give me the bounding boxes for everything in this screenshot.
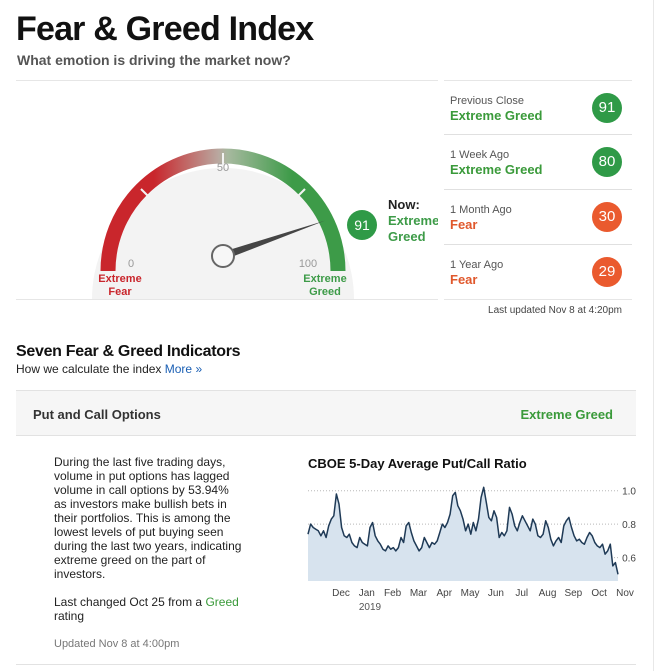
gauge-now-label: Now: (388, 197, 420, 212)
chart-x-tick-label: Dec (332, 588, 350, 599)
chart-x-tick-label: Nov (616, 588, 634, 599)
history-row-previous-close: Previous Close Extreme Greed 91 (444, 80, 632, 135)
chart-x-tick-label: Aug (539, 588, 557, 599)
indicator-rating: Extreme Greed (520, 407, 614, 422)
history-value-badge: 30 (592, 202, 622, 232)
chart-area-fill (308, 487, 618, 581)
fear-greed-gauge: 0 50 100 Extreme Fear Extreme Greed 91 N… (92, 148, 438, 299)
more-link[interactable]: More » (164, 362, 203, 376)
page-right-border (653, 0, 654, 671)
chart-y-tick-label: 1.0 (622, 487, 636, 498)
chart-y-tick-label: 0.8 (622, 520, 636, 531)
indicator-updated: Updated Nov 8 at 4:00pm (54, 638, 180, 650)
history-panel: Previous Close Extreme Greed 91 1 Week A… (444, 80, 632, 300)
last-updated-timestamp: Last updated Nov 8 at 4:20pm (488, 305, 622, 316)
gauge-background (92, 168, 354, 299)
gauge-now-rating-line1: Extreme (388, 213, 438, 228)
indicators-section-title: Seven Fear & Greed Indicators (16, 343, 241, 360)
chart-x-tick-label: Jun (488, 588, 504, 599)
history-rating: Extreme Greed (450, 162, 543, 177)
gauge-panel: 0 50 100 Extreme Fear Extreme Greed 91 N… (16, 80, 438, 300)
page-title: Fear & Greed Index (16, 10, 314, 48)
indicators-subtitle-text: How we calculate the index (16, 362, 162, 376)
gauge-value-badge (347, 210, 377, 240)
put-call-ratio-chart: 1.0 0.8 0.6 Dec Jan Feb Mar Apr May Jun Jul Aug Sep… (307, 484, 636, 613)
history-label: 1 Week Ago (450, 149, 510, 161)
gauge-fear-label-line1: Extreme (98, 273, 141, 285)
chart-x-tick-label: Apr (436, 588, 452, 599)
history-rating: Extreme Greed (450, 108, 543, 123)
indicator-last-changed: Last changed Oct 25 from a Greed rating (54, 595, 254, 623)
history-value-badge: 91 (592, 93, 622, 123)
gauge-tick-50: 50 (217, 162, 229, 174)
section-divider (16, 664, 636, 665)
indicator-description: During the last five trading days, volum… (54, 455, 242, 581)
history-rating: Fear (450, 272, 478, 287)
chart-year-label: 2019 (359, 602, 382, 613)
gauge-greed-label-line2: Greed (309, 286, 341, 298)
history-row-1-month-ago: 1 Month Ago Fear 30 (444, 190, 632, 245)
chart-title: CBOE 5-Day Average Put/Call Ratio (308, 456, 527, 471)
gauge-tick-0: 0 (128, 258, 134, 270)
chart-x-tick-label: Oct (591, 588, 607, 599)
chart-x-tick-label: Mar (410, 588, 428, 599)
chart-x-tick-label: Jul (515, 588, 528, 599)
gauge-tick-100: 100 (299, 258, 317, 270)
chart-x-tick-label: Feb (384, 588, 402, 599)
chart-y-tick-label: 0.6 (622, 554, 636, 565)
gauge-needle (221, 220, 326, 260)
chart-x-tick-label: May (461, 588, 480, 599)
history-rating: Fear (450, 217, 478, 232)
history-row-1-week-ago: 1 Week Ago Extreme Greed 80 (444, 135, 632, 190)
history-label: 1 Year Ago (450, 259, 504, 271)
gauge-value-text: 91 (354, 217, 370, 233)
gauge-fear-label-line2: Fear (108, 286, 132, 298)
history-label: 1 Month Ago (450, 204, 512, 216)
last-changed-rating: Greed (205, 595, 239, 609)
last-changed-suffix: rating (54, 609, 85, 623)
arc-tick-75 (293, 188, 306, 201)
gauge-now-rating-line2: Greed (388, 229, 426, 244)
arc-tick-25 (140, 188, 153, 201)
chart-x-tick-label: Jan (359, 588, 375, 599)
indicator-header-put-call[interactable]: Put and Call Options Extreme Greed (16, 390, 636, 436)
gauge-hub (211, 244, 235, 268)
history-row-1-year-ago: 1 Year Ago Fear 29 (444, 245, 632, 300)
history-value-badge: 29 (592, 257, 622, 287)
gauge-greed-label-line1: Extreme (303, 273, 346, 285)
chart-x-tick-label: Sep (564, 588, 582, 599)
indicators-subtitle: How we calculate the index More » (16, 362, 202, 376)
chart-series-line (307, 486, 619, 575)
page-subtitle: What emotion is driving the market now? (17, 52, 291, 68)
history-value-badge: 80 (592, 147, 622, 177)
history-label: Previous Close (450, 95, 524, 107)
indicator-name: Put and Call Options (33, 407, 161, 422)
last-changed-prefix: Last changed Oct 25 from a (54, 595, 203, 609)
